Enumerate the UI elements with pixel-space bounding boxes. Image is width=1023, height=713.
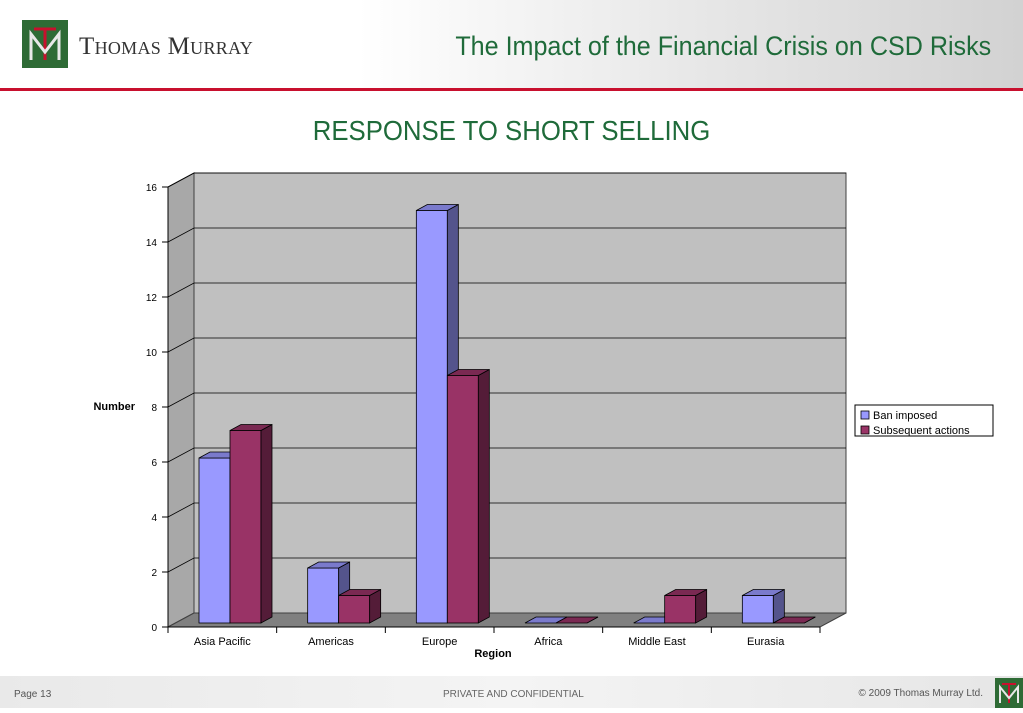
y-tick-label: 6 [151, 458, 157, 469]
y-tick-label: 12 [146, 293, 158, 304]
tm-monogram-icon [29, 27, 61, 60]
header-divider [0, 88, 1023, 91]
bar-top [773, 616, 816, 624]
x-tick-label: Americas [308, 636, 354, 648]
gridline [167, 337, 846, 353]
bar-subsequent-actions [229, 430, 262, 624]
y-tick-label: 10 [146, 348, 158, 359]
slide-title: RESPONSE TO SHORT SELLING [312, 115, 711, 146]
gridline [167, 447, 846, 463]
gridline [167, 392, 846, 408]
gridline [167, 557, 846, 573]
legend-swatch-subsequent-actions [860, 425, 870, 435]
footer-logo [995, 678, 1023, 708]
x-tick-label: Eurasia [747, 636, 785, 648]
bar-ban-imposed [415, 210, 448, 624]
x-tick-label: Asia Pacific [194, 636, 251, 648]
x-tick-label: Africa [534, 636, 563, 648]
bar-subsequent-actions [446, 375, 479, 624]
bar-top [664, 589, 707, 596]
bar-subsequent-actions [664, 595, 697, 624]
y-tick-label: 4 [151, 513, 157, 524]
x-axis-title: Region [474, 648, 512, 660]
bar-subsequent-actions [338, 595, 371, 624]
x-tick-label: Europe [422, 636, 457, 648]
gridline [167, 227, 846, 243]
page-number: Page 13 [14, 689, 52, 700]
y-tick-label: 14 [146, 238, 158, 249]
legend-box [854, 404, 994, 437]
header-title: The Impact of the Financial Crisis on CS… [455, 31, 991, 61]
legend-label: Ban imposed [873, 410, 937, 422]
bar-top [307, 561, 350, 569]
bar-top [416, 204, 459, 211]
legend-label: Subsequent actions [873, 425, 970, 437]
bar-ban-imposed [198, 457, 231, 624]
bar-ban-imposed [307, 567, 340, 624]
bar-side [477, 368, 490, 624]
y-axis-title: Number [93, 401, 135, 413]
tm-monogram-icon [999, 683, 1019, 703]
gridline [167, 502, 846, 518]
copyright: © 2009 Thomas Murray Ltd. [858, 688, 983, 699]
y-tick-label: 2 [151, 568, 157, 579]
y-tick-label: 8 [151, 403, 157, 414]
confidential-notice: PRIVATE AND CONFIDENTIAL [443, 689, 584, 700]
slide-footer [0, 676, 1023, 708]
bar-top [229, 424, 273, 431]
bar-chart: 0 2 4 6 8 10 12 14 16 Asia Pacific Americas Europe A… [93, 172, 994, 660]
y-tick-label: 16 [146, 183, 158, 194]
gridline [167, 172, 846, 188]
slide-header: Thomas Murray The Impact of the Financia… [0, 0, 1023, 88]
x-tick-label: Middle East [628, 636, 685, 648]
bar-side [260, 423, 273, 624]
bar-ban-imposed [741, 595, 774, 624]
bar-top [555, 616, 599, 624]
company-name: Thomas Murray [79, 33, 254, 60]
y-tick-label: 0 [151, 623, 157, 634]
gridline [167, 282, 846, 298]
thomas-murray-logo [22, 20, 68, 68]
bar-top [338, 589, 381, 596]
bar-top [742, 589, 785, 596]
legend-swatch-ban-imposed [860, 410, 870, 420]
bar-top [447, 369, 490, 376]
